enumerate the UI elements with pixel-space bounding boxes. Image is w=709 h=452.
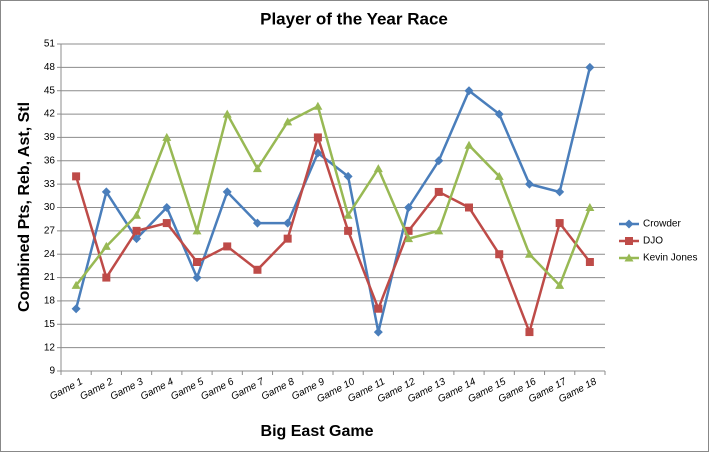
y-tick-label: 27	[44, 225, 56, 236]
marker	[72, 172, 81, 181]
y-tick-label: 12	[44, 342, 56, 353]
marker	[343, 210, 353, 219]
marker	[373, 164, 383, 173]
y-tick-label: 45	[44, 85, 56, 96]
marker	[404, 234, 414, 243]
marker	[132, 226, 141, 235]
marker	[343, 171, 353, 181]
marker	[555, 219, 564, 228]
marker	[252, 164, 262, 173]
marker	[495, 250, 504, 259]
marker	[464, 86, 474, 96]
marker	[102, 273, 111, 282]
y-tick-label: 21	[44, 272, 56, 283]
marker	[585, 62, 595, 72]
y-tick-label: 18	[44, 296, 56, 307]
y-tick-label: 42	[44, 109, 56, 120]
marker	[313, 133, 322, 142]
marker	[585, 258, 594, 266]
marker	[344, 226, 353, 235]
legend-text: Kevin Jones	[643, 253, 697, 264]
marker	[162, 132, 172, 141]
marker	[434, 187, 443, 196]
marker	[101, 187, 111, 197]
y-tick-label: 24	[44, 249, 56, 260]
marker	[253, 265, 262, 274]
y-tick-label: 15	[44, 319, 56, 330]
marker	[494, 109, 504, 119]
marker	[222, 109, 232, 118]
marker	[101, 241, 111, 250]
x-axis-title: Big East Game	[261, 423, 374, 440]
y-tick-label: 51	[44, 39, 56, 50]
marker	[434, 226, 444, 235]
series-line	[74, 133, 591, 337]
legend-marker	[625, 237, 633, 245]
marker	[193, 258, 201, 266]
marker	[283, 234, 292, 243]
marker	[313, 101, 323, 110]
legend-text: Crowder	[643, 219, 681, 230]
marker	[162, 203, 172, 212]
y-tick-label: 9	[49, 366, 55, 377]
marker	[71, 280, 81, 289]
marker	[524, 249, 534, 258]
marker	[192, 273, 202, 283]
marker	[585, 203, 595, 211]
marker	[404, 226, 413, 235]
y-axis-title: Combined Pts, Reb, Ast, Stl	[16, 102, 33, 312]
marker	[252, 218, 262, 228]
marker	[465, 203, 473, 212]
y-tick-label: 39	[44, 132, 56, 143]
series-line	[75, 104, 592, 288]
y-tick-label: 36	[44, 155, 56, 166]
marker	[555, 280, 565, 289]
y-tick-label: 30	[44, 202, 56, 213]
legend-marker	[624, 253, 634, 262]
marker	[283, 218, 293, 228]
marker	[404, 203, 414, 212]
marker	[283, 117, 293, 126]
marker	[525, 328, 534, 337]
marker	[132, 210, 142, 219]
marker	[494, 171, 504, 180]
marker	[71, 304, 81, 314]
marker	[223, 242, 232, 251]
chart-title: Player of the Year Race	[260, 9, 448, 28]
marker	[524, 179, 534, 189]
marker	[313, 148, 323, 158]
marker	[192, 226, 202, 235]
marker	[555, 187, 565, 197]
legend-marker	[624, 219, 634, 229]
marker	[222, 187, 232, 197]
marker	[374, 304, 383, 313]
y-tick-label: 33	[44, 179, 56, 190]
legend-text: DJO	[643, 236, 663, 247]
y-tick-label: 48	[44, 62, 56, 73]
marker	[373, 327, 383, 337]
marker	[434, 156, 444, 166]
marker	[162, 219, 171, 228]
marker	[464, 140, 474, 149]
